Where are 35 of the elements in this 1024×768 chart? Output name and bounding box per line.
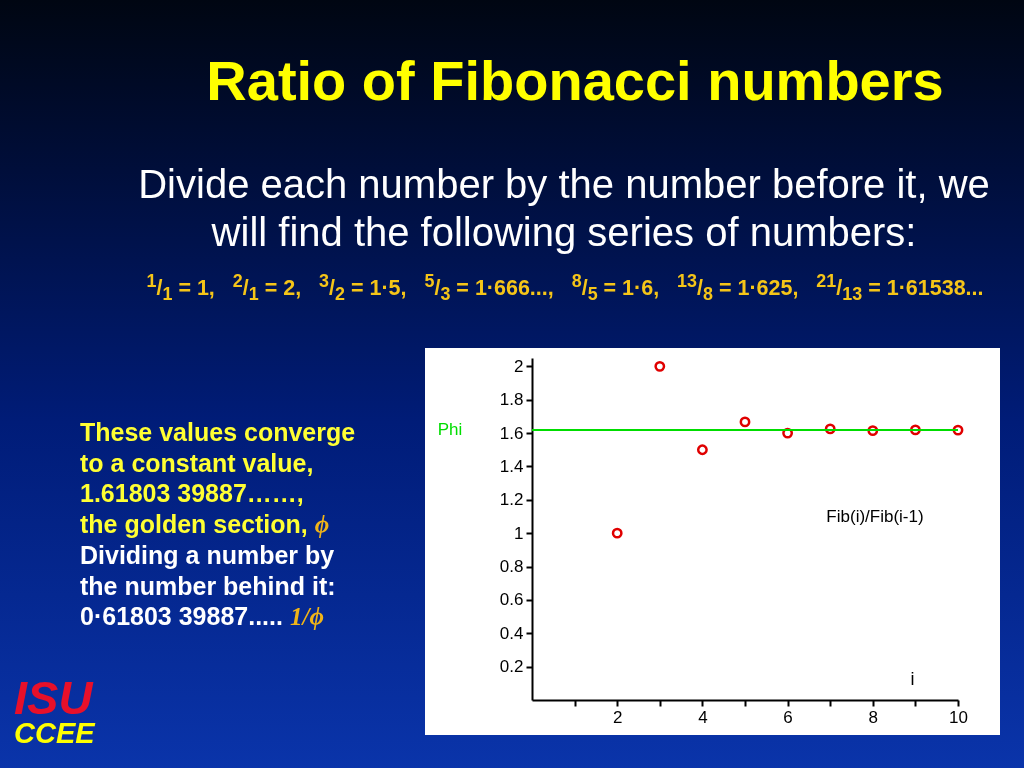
y-tick-label: 1 bbox=[514, 523, 524, 543]
y-tick-label: 2 bbox=[514, 356, 524, 376]
y-tick-label: 0.6 bbox=[499, 590, 524, 610]
text: $^{1}$/$_{1}$ = 1, $^{2}$/$_{1}$ = 2, $^{3}$/$_{2}$ = 1·5, $^{5}$/$_{3}$ = 1·666..., $^{8}$/$_{5}$ = 1·6, $^{13}$/$_{8}$ = 1·625, $^{21}$/$_{13}$ = 1·61538... bbox=[146, 271, 984, 305]
x-tick-label: 4 bbox=[698, 707, 708, 727]
y-tick-label: 1.6 bbox=[499, 423, 524, 443]
x-tick-label: 6 bbox=[783, 707, 793, 727]
y-tick-label: 1.2 bbox=[499, 490, 524, 510]
text: Dividing a number by bbox=[80, 540, 335, 571]
text: ϕ bbox=[314, 509, 330, 540]
text: the number behind it: bbox=[80, 570, 336, 601]
annotation: Fib(i)/Fib(i-1) bbox=[826, 507, 924, 526]
text: These values converge bbox=[80, 417, 356, 448]
point bbox=[654, 360, 666, 372]
y-tick-label: 1.8 bbox=[499, 390, 524, 410]
point bbox=[952, 424, 964, 436]
text: to a constant value, bbox=[80, 447, 314, 478]
text: the golden section, bbox=[80, 508, 308, 539]
ref-line-label: Phi bbox=[437, 420, 463, 440]
y-tick-label: 1.4 bbox=[499, 456, 524, 476]
x-tick-label: 8 bbox=[868, 707, 879, 727]
y-tick-label: 0.8 bbox=[499, 557, 524, 577]
text: 0·61803 39887..... bbox=[80, 601, 283, 632]
x-tick-label: 10 bbox=[949, 707, 968, 727]
point bbox=[739, 416, 751, 428]
y-tick-label: 0.2 bbox=[499, 657, 524, 677]
x-tick-label: 2 bbox=[612, 707, 623, 727]
x-axis-title: i bbox=[910, 668, 915, 689]
point bbox=[611, 527, 623, 539]
text: 1.61803 39887……, bbox=[80, 478, 304, 509]
text: 1/ϕ bbox=[289, 602, 324, 632]
point bbox=[696, 444, 708, 456]
chart-title: Ratio of Fibonacci numbers bbox=[205, 49, 945, 113]
y-tick-label: 0.4 bbox=[499, 623, 524, 643]
chart-subtitle: Divide each number by the number before it, we will find the following series of numbers: bbox=[137, 161, 991, 256]
